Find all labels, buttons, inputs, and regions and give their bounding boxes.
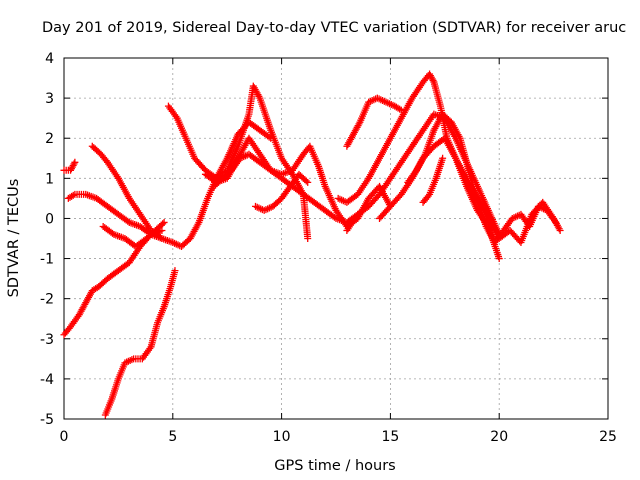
y-tick-label: -2 (40, 292, 54, 308)
data-point-marker (424, 192, 432, 200)
data-point-marker (71, 158, 79, 166)
axis-ticks: 0 5 10 15 20 25 -5 -4 -3 -2 -1 0 1 2 3 4 (40, 51, 617, 445)
x-tick-label: 5 (168, 429, 177, 445)
data-point-marker (302, 177, 310, 185)
y-tick-label: 1 (45, 171, 54, 187)
data-point-marker (69, 191, 77, 199)
series-arc-10 (251, 170, 312, 214)
y-tick-label: -1 (40, 252, 54, 268)
series-arc-2 (101, 267, 179, 419)
x-tick-label: 10 (273, 429, 291, 445)
y-tick-label: 4 (45, 51, 54, 67)
y-tick-label: 0 (45, 211, 54, 227)
data-point-marker (552, 218, 560, 226)
data-point-marker (171, 267, 179, 275)
data-points (60, 70, 564, 419)
series-arc-1 (60, 226, 166, 339)
data-point-marker (160, 218, 168, 226)
data-point-marker (429, 76, 437, 84)
data-point-marker (158, 226, 166, 234)
series-arc-5 (88, 142, 166, 242)
plot-frame (63, 57, 609, 420)
chart-grid (64, 58, 608, 419)
data-point-marker (70, 160, 78, 168)
y-axis-label: SDTVAR / TECUs (6, 179, 22, 298)
series-arc-9 (201, 134, 362, 226)
data-point-marker (396, 105, 404, 113)
data-point-marker (304, 235, 312, 242)
chart-title: Day 201 of 2019, Sidereal Day-to-day VTE… (42, 20, 626, 36)
data-point-marker (439, 154, 447, 162)
data-point-marker (304, 178, 312, 186)
x-tick-label: 25 (599, 429, 617, 445)
series-arc-15 (404, 110, 560, 247)
series-arc-3 (60, 158, 79, 174)
y-tick-label: -5 (40, 412, 54, 428)
data-point-marker (556, 226, 564, 234)
series-arc-6 (99, 218, 168, 251)
y-tick-label: -4 (40, 372, 54, 388)
data-point-marker (495, 255, 503, 263)
data-point-marker (156, 233, 164, 241)
x-tick-label: 0 (60, 429, 69, 445)
series-arc-11 (343, 94, 405, 150)
y-tick-label: 2 (45, 131, 54, 147)
x-tick-label: 20 (490, 429, 508, 445)
data-point-marker (158, 235, 166, 242)
y-tick-label: 3 (45, 91, 54, 107)
data-point-marker (159, 220, 167, 228)
x-axis-label: GPS time / hours (274, 458, 395, 474)
y-tick-label: -3 (40, 332, 54, 348)
x-tick-label: 15 (381, 429, 399, 445)
series-arc-16 (419, 154, 447, 206)
